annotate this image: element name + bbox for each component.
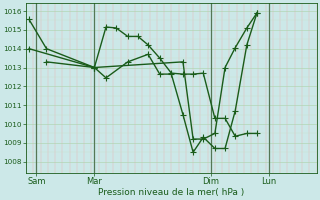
X-axis label: Pression niveau de la mer( hPa ): Pression niveau de la mer( hPa ) [98, 188, 244, 197]
